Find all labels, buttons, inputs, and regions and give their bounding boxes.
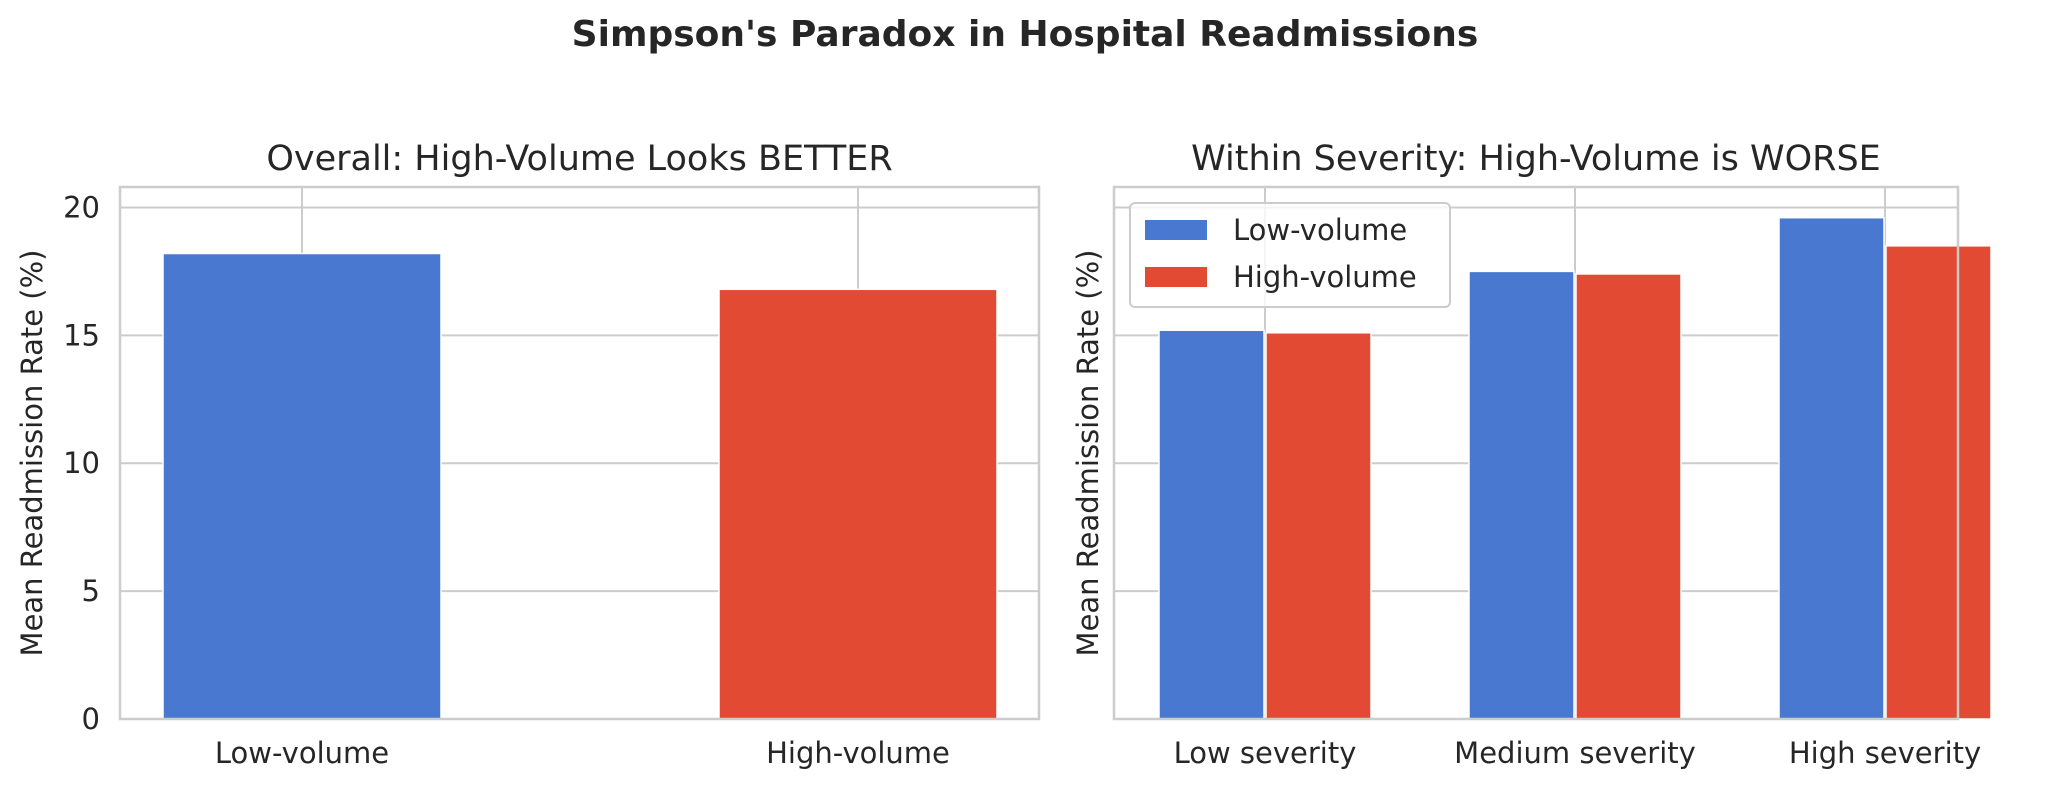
y-tick-label: 20: [63, 190, 100, 224]
severity-panel: Within Severity: High-Volume is WORSE Me…: [1071, 139, 1992, 770]
legend-label-low-volume: Low-volume: [1233, 213, 1407, 247]
bar-high-volume-low-severity: [1265, 332, 1372, 720]
x-tick-label: Medium severity: [1454, 736, 1696, 770]
overall-panel: Overall: High-Volume Looks BETTER Mean R…: [15, 139, 1041, 770]
left-panel-title: Overall: High-Volume Looks BETTER: [266, 139, 892, 179]
bar-high-volume-medium-severity: [1575, 273, 1682, 720]
legend-swatch-low-volume: [1145, 220, 1207, 240]
right-x-ticks: Low severity Medium severity High severity: [1174, 736, 1982, 770]
y-tick-label: 10: [63, 446, 100, 480]
y-tick-label: 0: [82, 702, 100, 736]
right-axes-frame: [1112, 185, 1960, 721]
x-tick-label: High-volume: [766, 736, 950, 770]
x-tick-label: High severity: [1789, 736, 1981, 770]
bar-low-volume-medium-severity: [1468, 270, 1575, 720]
left-x-ticks: Low-volume High-volume: [215, 736, 950, 770]
left-bars: [162, 252, 998, 720]
bar-low-volume: [162, 252, 442, 720]
figure-title: Simpson's Paradox in Hospital Readmissio…: [572, 14, 1479, 55]
legend-label-high-volume: High-volume: [1233, 260, 1417, 294]
x-tick-label: Low-volume: [215, 736, 389, 770]
left-y-axis-label: Mean Readmission Rate (%): [15, 250, 49, 657]
bar-low-volume-low-severity: [1158, 329, 1265, 720]
left-axes-frame: [118, 185, 1041, 721]
right-panel-title: Within Severity: High-Volume is WORSE: [1191, 139, 1881, 179]
y-tick-label: 5: [82, 574, 100, 608]
left-y-ticks: 0 5 10 15 20: [63, 190, 100, 736]
bar-high-volume: [718, 288, 998, 720]
y-tick-label: 15: [63, 318, 100, 352]
bar-low-volume-high-severity: [1778, 216, 1885, 720]
x-tick-label: Low severity: [1174, 736, 1357, 770]
legend-box: [1129, 202, 1451, 308]
legend-swatch-high-volume: [1145, 267, 1207, 287]
bar-high-volume-high-severity: [1885, 245, 1992, 720]
right-y-axis-label: Mean Readmission Rate (%): [1071, 250, 1105, 657]
legend: Low-volume High-volume: [1129, 202, 1451, 308]
